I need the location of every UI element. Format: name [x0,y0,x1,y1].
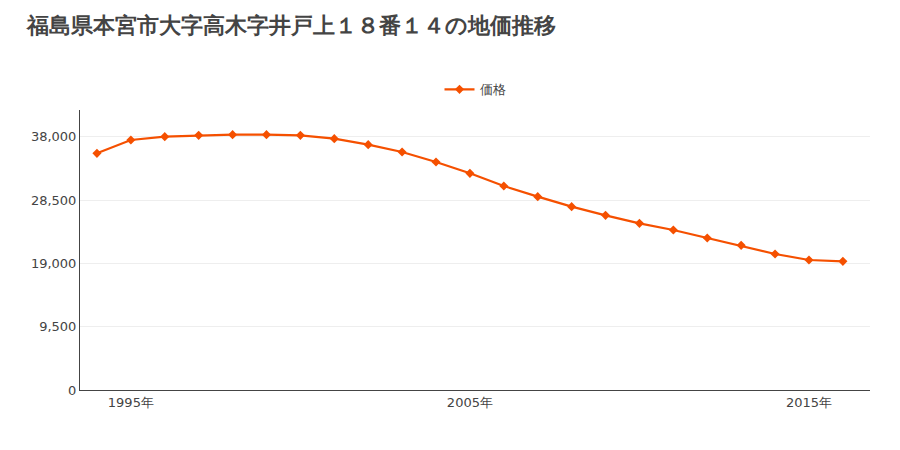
svg-text:1995年: 1995年 [108,395,154,410]
svg-text:38,000: 38,000 [31,129,77,144]
svg-text:2015年: 2015年 [786,395,832,410]
svg-text:価格: 価格 [480,82,506,97]
svg-text:9,500: 9,500 [39,319,76,334]
svg-text:福島県本宮市大字高木字井戸上１８番１４の地価推移: 福島県本宮市大字高木字井戸上１８番１４の地価推移 [26,13,556,38]
svg-text:0: 0 [68,383,76,398]
svg-text:28,500: 28,500 [31,193,77,208]
svg-text:2005年: 2005年 [447,395,493,410]
svg-text:19,000: 19,000 [31,256,77,271]
